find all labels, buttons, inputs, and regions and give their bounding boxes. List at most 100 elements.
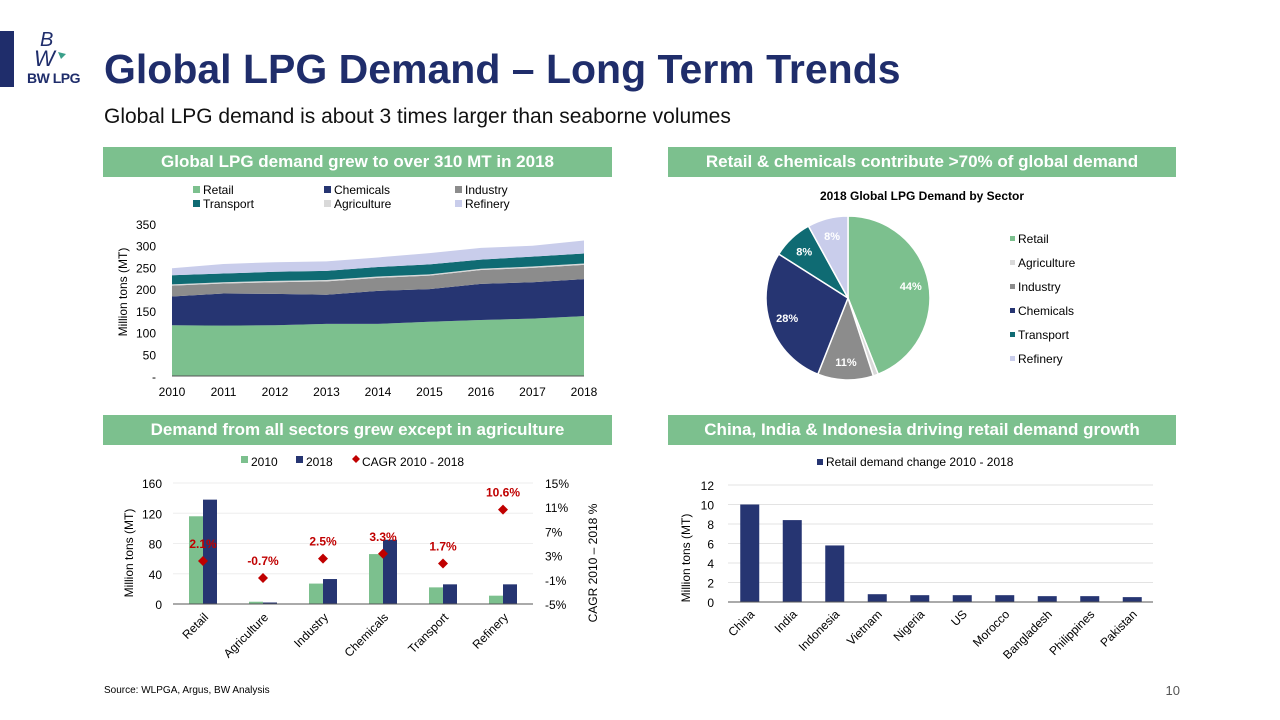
- header-country-bar-chart: China, India & Indonesia driving retail …: [668, 415, 1176, 445]
- y-axis-label: Million tons (MT): [122, 509, 136, 598]
- pie-slice-refinery: [807, 215, 849, 299]
- area-series-agriculture: [172, 263, 584, 286]
- bw-logo-icon: B W: [34, 29, 66, 71]
- cagr-marker-chemicals: [378, 548, 388, 559]
- y-tick-label: 0: [155, 598, 162, 612]
- legend-swatch-chemicals: [1010, 308, 1015, 313]
- legend-swatch-retail: [193, 186, 200, 193]
- x-tick-label: India: [772, 607, 801, 636]
- x-tick-label: Refinery: [470, 610, 511, 651]
- legend-label-industry: Industry: [465, 183, 508, 197]
- area-series-refinery: [172, 240, 584, 276]
- bar-2018-agriculture: [263, 602, 277, 604]
- y-tick-label: 200: [136, 283, 156, 297]
- y-tick-label: 40: [149, 568, 163, 582]
- bar-2010-agriculture: [249, 601, 263, 604]
- legend-swatch: [817, 459, 823, 465]
- x-tick-label: 2017: [519, 385, 546, 399]
- bar-nigeria: [910, 595, 930, 602]
- pie-slice-retail: [847, 215, 931, 376]
- bar-2010-transport: [429, 587, 443, 604]
- legend-swatch-retail: [1010, 236, 1015, 241]
- brand-bar: [0, 31, 14, 87]
- bar-2010-retail: [189, 516, 203, 604]
- legend-label-transport: Transport: [1018, 328, 1070, 342]
- legend-label: 2018: [306, 455, 333, 469]
- x-tick-label: China: [725, 607, 757, 639]
- legend-swatch-transport: [193, 200, 200, 207]
- bar-us: [952, 595, 972, 602]
- y2-tick-label: 15%: [545, 477, 569, 491]
- cagr-data-label: -0.7%: [247, 554, 279, 568]
- pie-data-label: 8%: [796, 246, 812, 258]
- x-tick-label: Indonesia: [796, 607, 843, 654]
- bar-2018-chemicals: [383, 539, 397, 604]
- legend-label-agriculture: Agriculture: [334, 197, 392, 211]
- legend-swatch-industry: [455, 186, 462, 193]
- legend-label-retail: Retail: [203, 183, 234, 197]
- y-tick-label: 120: [142, 507, 162, 521]
- pie-title: 2018 Global LPG Demand by Sector: [820, 189, 1024, 203]
- legend-swatch-cagr: [352, 455, 360, 463]
- x-tick-label: Vietnam: [844, 607, 885, 648]
- bar-china: [740, 504, 760, 602]
- x-tick-label: Philippines: [1046, 607, 1097, 658]
- area-series-industry: [172, 264, 584, 297]
- y-tick-label: 150: [136, 305, 156, 319]
- y-tick-label: 160: [142, 477, 162, 491]
- bar-2010-chemicals: [369, 554, 383, 604]
- y2-tick-label: 3%: [545, 550, 563, 564]
- legend-label-refinery: Refinery: [465, 197, 510, 211]
- cagr-marker-agriculture: [258, 572, 268, 583]
- y-tick-label: 6: [707, 538, 714, 552]
- cagr-data-label: 2.1%: [189, 537, 217, 551]
- x-tick-label: Retail: [180, 610, 212, 642]
- y2-tick-label: -5%: [545, 598, 567, 612]
- legend-swatch-agriculture: [324, 200, 331, 207]
- y-tick-label: 50: [143, 348, 157, 362]
- x-tick-label: Transport: [405, 610, 451, 656]
- bar-pakistan: [1122, 597, 1142, 602]
- y-tick-label: -: [152, 370, 156, 384]
- pie-data-label: 11%: [835, 357, 857, 369]
- legend-swatch-agriculture: [1010, 260, 1015, 265]
- legend-label: 2010: [251, 455, 278, 469]
- legend-swatch-chemicals: [324, 186, 331, 193]
- logo-text: BW LPG: [27, 70, 81, 86]
- header-pie-chart: Retail & chemicals contribute >70% of gl…: [668, 147, 1176, 177]
- y-tick-label: 12: [701, 479, 715, 493]
- y-tick-label: 100: [136, 327, 156, 341]
- pie-data-label: 44%: [900, 281, 922, 293]
- bar-philippines: [1080, 596, 1100, 602]
- x-tick-label: Morocco: [970, 607, 1013, 650]
- cagr-marker-refinery: [498, 504, 508, 515]
- x-tick-label: Chemicals: [342, 610, 392, 660]
- pie-data-label: 28%: [776, 313, 798, 325]
- legend-label: CAGR 2010 - 2018: [362, 455, 464, 469]
- bar-2018-retail: [203, 499, 217, 604]
- y-tick-label: 2: [707, 577, 714, 591]
- legend-swatch-2010: [241, 456, 248, 463]
- cagr-data-label: 3.3%: [369, 530, 397, 544]
- legend-label-chemicals: Chemicals: [334, 183, 390, 197]
- header-area-chart: Global LPG demand grew to over 310 MT in…: [103, 147, 612, 177]
- y2-axis-label: CAGR 2010 – 2018 %: [586, 503, 600, 622]
- x-tick-label: 2014: [365, 385, 392, 399]
- y-tick-label: 4: [707, 557, 714, 571]
- x-tick-label: Industry: [291, 610, 331, 650]
- legend-label-agriculture: Agriculture: [1018, 256, 1076, 270]
- legend-label-transport: Transport: [203, 197, 255, 211]
- area-series-chemicals: [172, 279, 584, 326]
- bar-2018-refinery: [503, 584, 517, 604]
- bar-2018-industry: [323, 579, 337, 604]
- legend-label-chemicals: Chemicals: [1018, 304, 1074, 318]
- legend-label: Retail demand change 2010 - 2018: [826, 455, 1014, 469]
- cagr-marker-retail: [198, 556, 208, 567]
- bar-2018-transport: [443, 584, 457, 604]
- x-tick-label: 2011: [211, 385, 237, 399]
- cagr-data-label: 1.7%: [429, 539, 457, 553]
- page-number: 10: [1165, 683, 1180, 698]
- page-title: Global LPG Demand – Long Term Trends: [104, 46, 901, 92]
- bar-2010-refinery: [489, 595, 503, 604]
